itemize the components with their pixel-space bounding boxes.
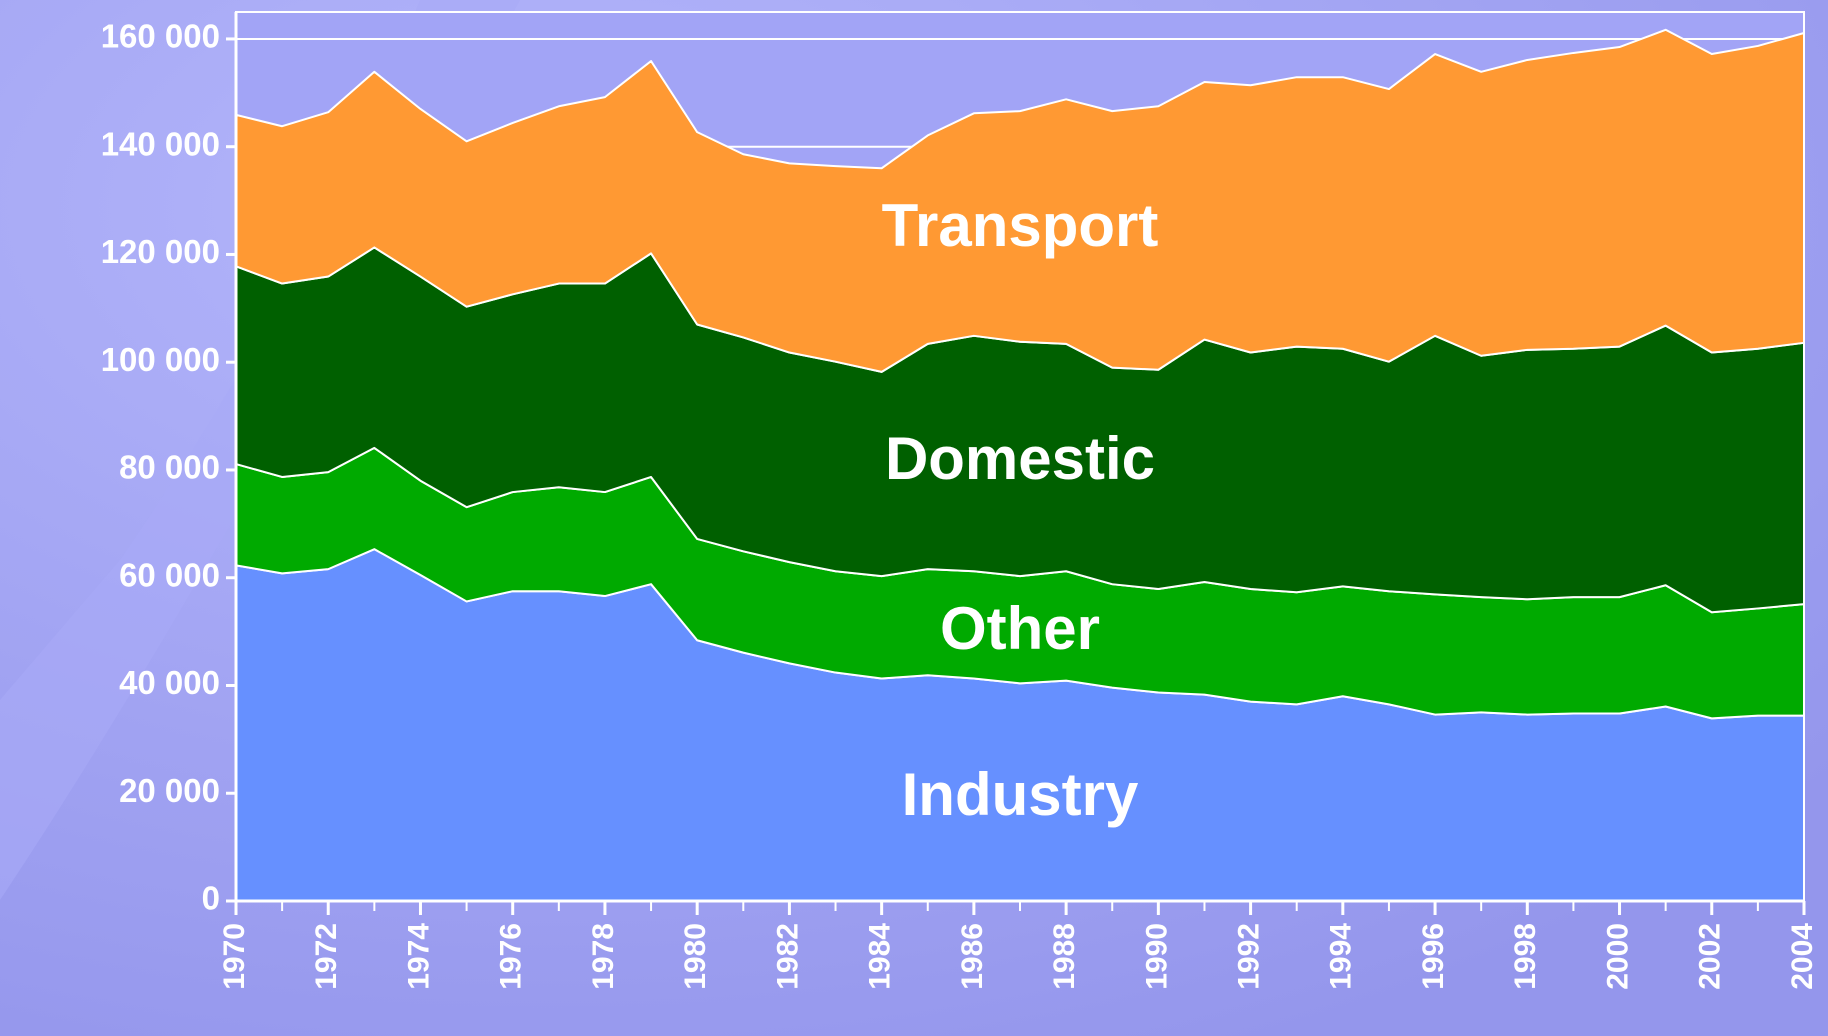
y-tick-label: 60 000	[119, 556, 220, 593]
x-tick-label: 1984	[864, 923, 897, 990]
y-tick-label: 80 000	[119, 449, 220, 486]
series-label: Industry	[902, 761, 1139, 828]
y-tick-label: 40 000	[119, 664, 220, 701]
x-tick-label: 1970	[218, 923, 251, 990]
x-tick-label: 1998	[1509, 923, 1542, 990]
x-tick-label: 1972	[310, 923, 343, 990]
x-tick-label: 2000	[1601, 923, 1634, 990]
x-tick-label: 1976	[495, 923, 528, 990]
x-tick-label: 2002	[1694, 923, 1727, 990]
x-tick-label: 1980	[679, 923, 712, 990]
x-tick-label: 1994	[1325, 923, 1358, 990]
y-tick-label: 0	[202, 880, 220, 917]
y-tick-label: 140 000	[101, 125, 220, 162]
y-tick-label: 160 000	[101, 18, 220, 55]
x-tick-label: 1992	[1233, 923, 1266, 990]
x-tick-label: 1988	[1048, 923, 1081, 990]
series-label: Other	[940, 595, 1100, 662]
x-tick-label: 1978	[587, 923, 620, 990]
x-tick-label: 1974	[402, 923, 435, 990]
area	[235, 28, 1805, 373]
x-tick-label: 1986	[956, 923, 989, 990]
x-tick-label: 1982	[771, 923, 804, 990]
x-tick-label: 2004	[1786, 923, 1819, 990]
y-tick-label: 100 000	[101, 341, 220, 378]
series-label: Transport	[882, 192, 1159, 259]
x-tick-label: 1996	[1417, 923, 1450, 990]
series-label: Domestic	[885, 425, 1155, 492]
y-tick-label: 120 000	[101, 233, 220, 270]
plot-area: 0 20 000 40 000 60 000 80 000 100 000 120 000 1…	[101, 11, 1819, 990]
y-tick-label: 20 000	[119, 772, 220, 809]
x-tick-label: 1990	[1140, 923, 1173, 990]
